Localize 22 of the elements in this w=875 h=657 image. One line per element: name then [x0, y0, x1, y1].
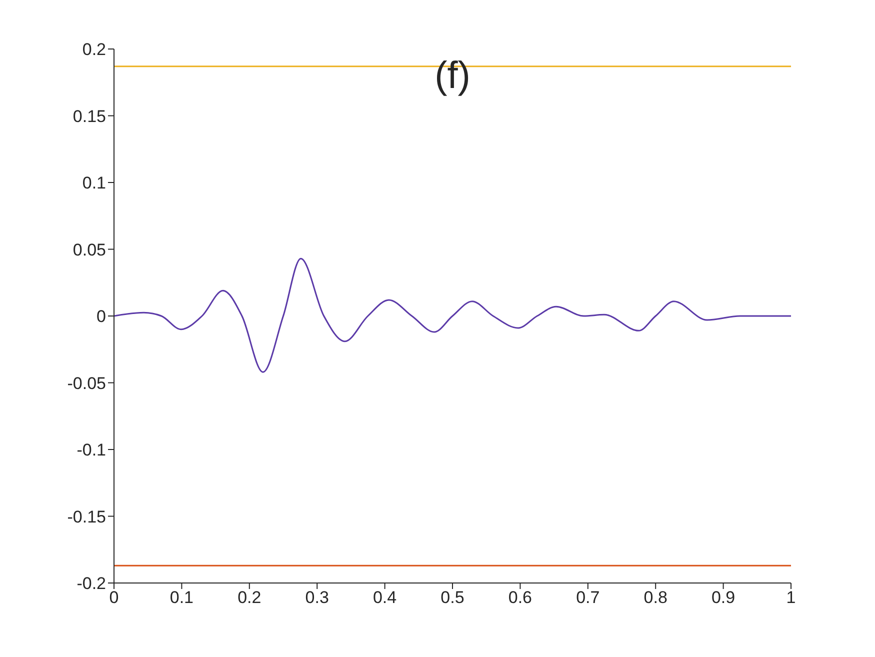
y-tick-label: 0.05	[72, 240, 106, 260]
x-tick-label: 0.5	[440, 588, 464, 608]
x-tick-label: 0.3	[305, 588, 329, 608]
x-tick-label: 0.1	[170, 588, 194, 608]
y-tick-label: -0.2	[76, 574, 106, 594]
y-tick-label: 0	[96, 307, 106, 326]
y-tick-label: 0.15	[72, 106, 106, 126]
chart-title: (f)	[434, 54, 472, 99]
y-tick-label: -0.05	[67, 374, 106, 393]
y-tick-label: -0.15	[67, 507, 106, 526]
x-tick-label: 0.2	[238, 588, 262, 608]
y-tick-label: -0.1	[76, 440, 106, 460]
x-tick-label: 0.6	[508, 588, 532, 608]
y-tick-label: 0.2	[82, 40, 106, 60]
x-tick-label: 1	[786, 588, 796, 608]
line-series	[114, 258, 791, 373]
x-tick-label: 0.9	[711, 588, 736, 608]
x-tick-label: 0.4	[372, 588, 397, 608]
x-tick-label: 0.7	[576, 588, 600, 608]
y-tick-label: 0.1	[82, 174, 106, 193]
x-tick-label: 0.8	[644, 588, 668, 608]
x-tick-label: 0	[109, 588, 119, 608]
